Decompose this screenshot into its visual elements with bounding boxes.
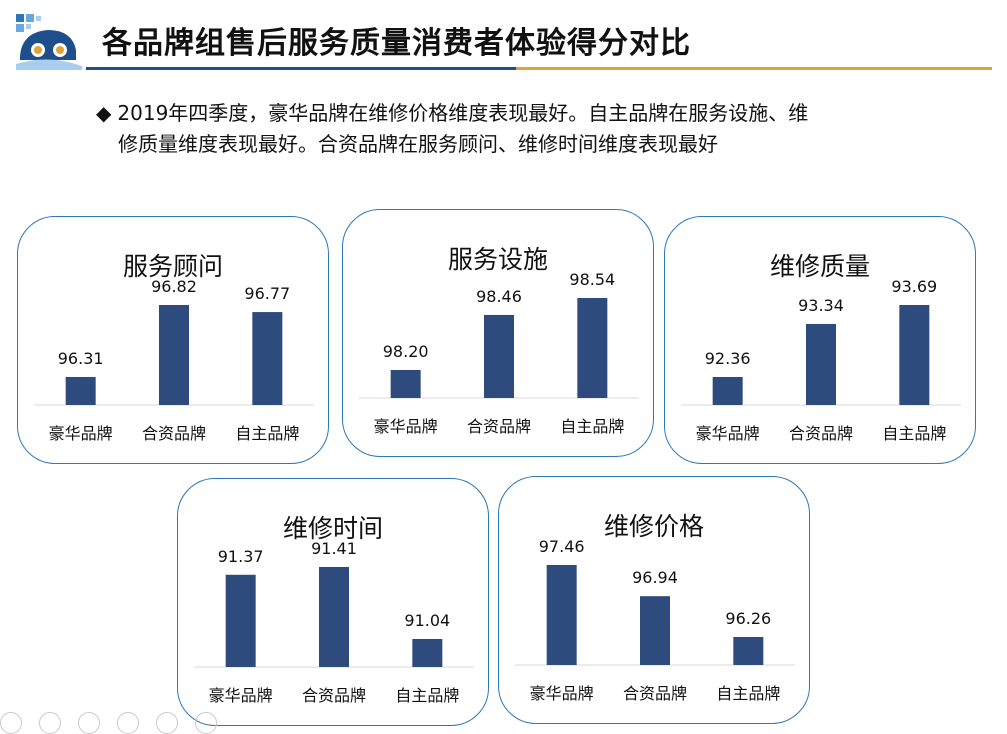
diamond-bullet-icon: ◆	[96, 101, 112, 125]
data-label: 96.31	[58, 349, 104, 368]
data-label: 98.54	[569, 270, 615, 289]
summary-text: ◆ 2019年四季度，豪华品牌在维修价格维度表现最好。自主品牌在服务设施、维 修质…	[96, 98, 916, 160]
chart-plot: 98.20 豪华品牌 98.46 合资品牌 98.54 自主品牌	[359, 270, 639, 436]
chart-plot: 96.31 豪华品牌 96.82 合资品牌 96.77 自主品牌	[34, 277, 314, 443]
chart-card-repair-time: 维修时间 91.37 豪华品牌 91.41 合资品牌 91.04 自主品牌	[177, 478, 489, 726]
summary-line-2: 修质量维度表现最好。合资品牌在服务顾问、维修时间维度表现最好	[118, 132, 718, 156]
category-label: 豪华品牌	[696, 424, 760, 443]
category-label: 豪华品牌	[209, 686, 273, 705]
bar	[806, 323, 836, 405]
chart-card-service-advisor: 服务顾问 96.31 豪华品牌 96.82 合资品牌 96.77 自主品牌	[17, 216, 329, 464]
category-label: 合资品牌	[467, 417, 531, 436]
next-icon[interactable]	[39, 712, 61, 734]
category-label: 自主品牌	[395, 686, 459, 705]
chart-plot: 97.46 豪华品牌 96.94 合资品牌 96.26 自主品牌	[515, 537, 795, 703]
chart-card-repair-price: 维修价格 97.46 豪华品牌 96.94 合资品牌 96.26 自主品牌	[498, 476, 810, 724]
page-title: 各品牌组售后服务质量消费者体验得分对比	[102, 26, 691, 61]
chart-title: 维修质量	[769, 252, 870, 281]
chart-title: 服务设施	[447, 245, 548, 274]
data-label: 93.69	[891, 277, 937, 296]
zoom-icon[interactable]	[156, 712, 178, 734]
bar	[546, 565, 577, 665]
category-label: 合资品牌	[302, 686, 366, 705]
bar	[412, 639, 443, 667]
category-label: 豪华品牌	[374, 417, 438, 436]
chart-title: 维修价格	[603, 512, 704, 541]
chart-card-service-facility: 服务设施 98.20 豪华品牌 98.46 合资品牌 98.54 自主品牌	[342, 209, 654, 457]
bar	[577, 298, 608, 398]
category-label: 自主品牌	[560, 417, 624, 436]
category-label: 合资品牌	[789, 424, 853, 443]
bar	[65, 377, 96, 405]
data-label: 91.37	[218, 547, 264, 566]
bar	[899, 305, 930, 405]
bar	[225, 574, 256, 667]
bar	[252, 312, 283, 405]
bar	[390, 370, 421, 398]
data-label: 92.36	[705, 349, 751, 368]
category-label: 自主品牌	[716, 684, 780, 703]
category-label: 豪华品牌	[530, 684, 594, 703]
data-label: 98.46	[476, 287, 522, 306]
category-label: 合资品牌	[623, 684, 687, 703]
title-rule-left	[86, 67, 516, 70]
data-label: 97.46	[539, 537, 585, 556]
chart-title: 维修时间	[282, 514, 383, 543]
bar	[733, 637, 764, 665]
more-icon[interactable]	[195, 712, 217, 734]
title-rule-right	[516, 67, 992, 70]
bar	[640, 596, 670, 665]
data-label: 96.82	[151, 277, 197, 296]
category-label: 自主品牌	[882, 424, 946, 443]
bar	[159, 305, 189, 405]
category-label: 自主品牌	[235, 424, 299, 443]
chart-plot: 92.36 豪华品牌 93.34 合资品牌 93.69 自主品牌	[681, 277, 961, 443]
chart-card-repair-quality: 维修质量 92.36 豪华品牌 93.34 合资品牌 93.69 自主品牌	[664, 216, 976, 464]
data-label: 96.94	[632, 568, 678, 587]
summary-line-1: 2019年四季度，豪华品牌在维修价格维度表现最好。自主品牌在服务设施、维	[117, 101, 809, 125]
data-label: 91.41	[311, 539, 357, 558]
category-label: 豪华品牌	[49, 424, 113, 443]
category-label: 合资品牌	[142, 424, 206, 443]
presentation-toolbar	[0, 712, 260, 734]
data-label: 96.77	[244, 284, 290, 303]
chart-plot: 91.37 豪华品牌 91.41 合资品牌 91.04 自主品牌	[194, 539, 474, 705]
bar	[484, 314, 514, 398]
data-label: 93.34	[798, 296, 844, 315]
slides-icon[interactable]	[117, 712, 139, 734]
data-label: 96.26	[725, 609, 771, 628]
car-logo-icon	[16, 14, 82, 70]
pen-icon[interactable]	[78, 712, 100, 734]
prev-icon[interactable]	[0, 712, 22, 734]
data-label: 98.20	[383, 342, 429, 361]
data-label: 91.04	[404, 611, 450, 630]
bar	[712, 377, 743, 405]
bar	[319, 567, 349, 667]
chart-title: 服务顾问	[122, 252, 223, 281]
